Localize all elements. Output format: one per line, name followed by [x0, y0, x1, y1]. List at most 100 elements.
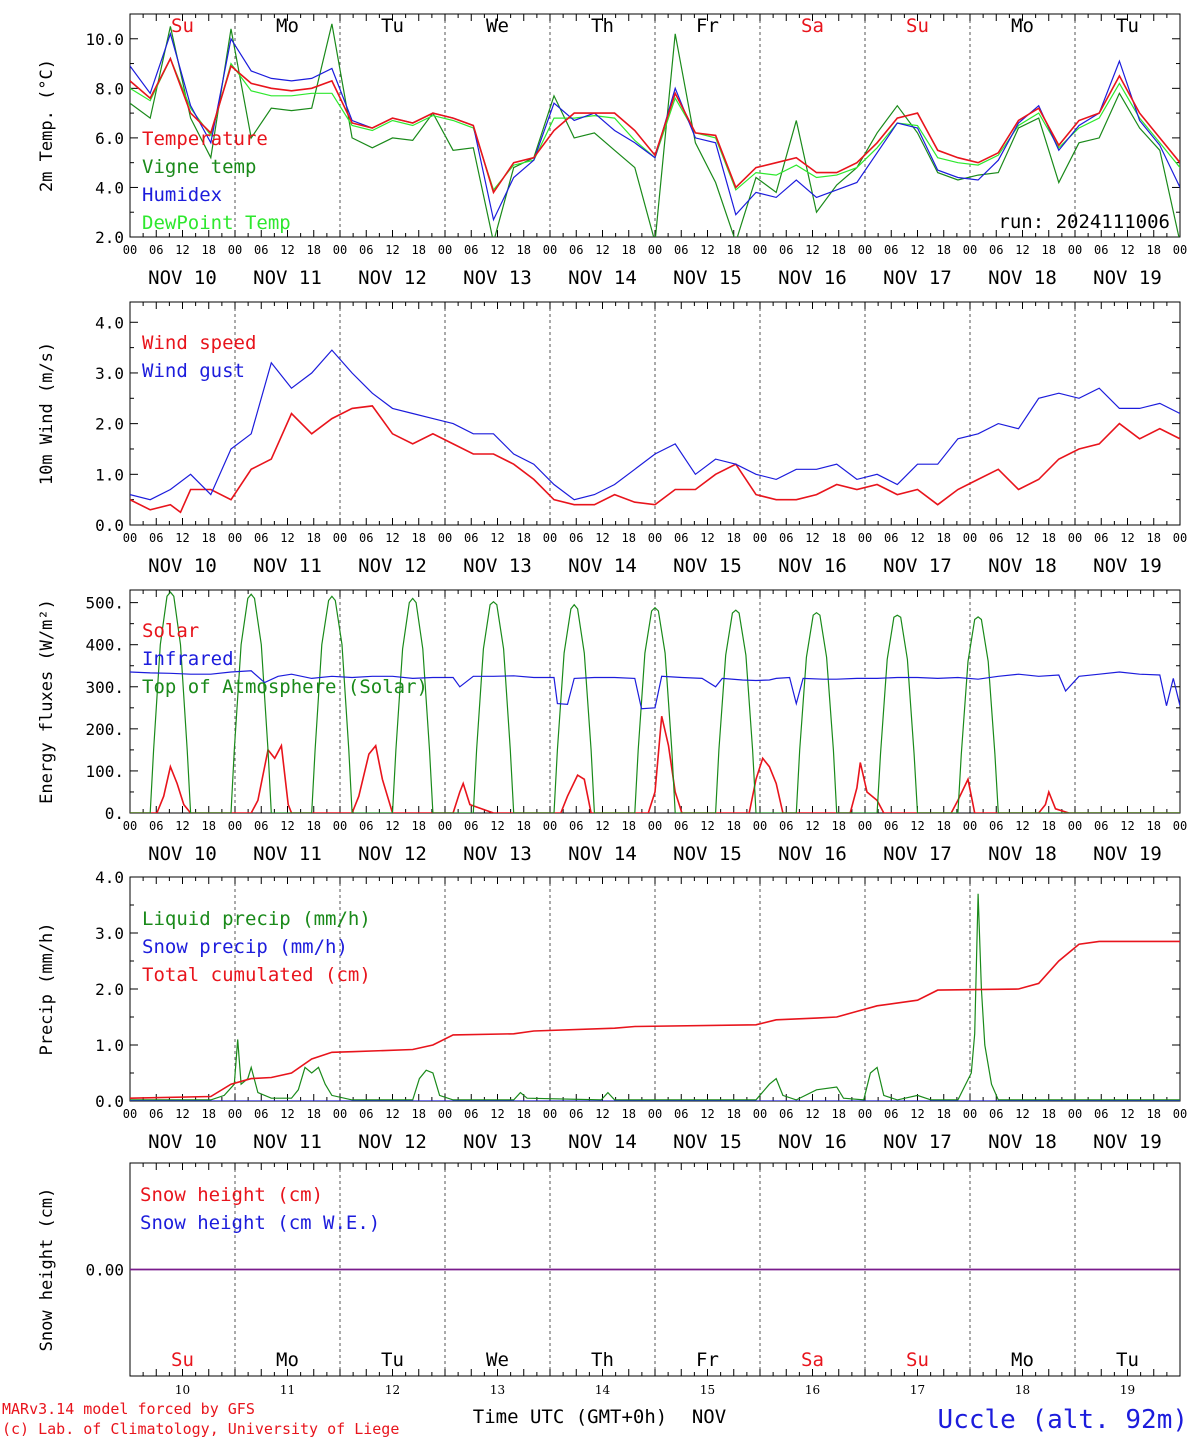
- hour-tick-label: 06: [884, 531, 898, 545]
- hour-tick-label: 18: [622, 1107, 636, 1121]
- hour-tick-label: 06: [149, 1107, 163, 1121]
- hour-tick-label: 06: [779, 1107, 793, 1121]
- series-line-temperature: [130, 56, 1180, 195]
- y-tick-label: 0.: [105, 804, 124, 823]
- hour-tick-label: 18: [202, 819, 216, 833]
- series-line-wind-speed: [130, 405, 1180, 514]
- hour-tick-label: 12: [1015, 819, 1029, 833]
- series-line-infrared: [130, 670, 1180, 710]
- hour-tick-label: 18: [307, 1107, 321, 1121]
- y-tick-label: 2.0: [95, 228, 124, 247]
- hour-tick-label: 18: [832, 531, 846, 545]
- date-label: NOV 11: [253, 555, 322, 577]
- weekday-label: Th: [591, 1349, 614, 1371]
- date-label: NOV 16: [778, 555, 847, 577]
- series-line-liquid-precip-mm-h-: [130, 893, 1180, 1101]
- hour-tick-label: 00: [333, 243, 347, 257]
- panel-1: 2.0 4.0 6.0 8.0 10.0 2m Temp. (°C) Temperature…: [37, 13, 1187, 289]
- hour-tick-label: 18: [1042, 1107, 1056, 1121]
- hour-tick-label: 12: [1015, 1107, 1029, 1121]
- hour-tick-label: 06: [1094, 243, 1108, 257]
- hour-tick-label: 12: [175, 531, 189, 545]
- date-label: NOV 10: [148, 267, 217, 289]
- hour-tick-label: 06: [464, 243, 478, 257]
- day-number-label: 11: [280, 1383, 295, 1397]
- hour-tick-label: 00: [438, 531, 452, 545]
- hour-tick-label: 18: [622, 819, 636, 833]
- weekday-label: Mo: [1011, 1349, 1034, 1371]
- hour-ticks: [129, 302, 1181, 525]
- hour-tick-label: 00: [1068, 243, 1082, 257]
- hour-tick-label: 18: [1147, 243, 1161, 257]
- legend-entry: Humidex: [142, 184, 222, 206]
- date-label: NOV 15: [673, 555, 742, 577]
- day-number-label: 16: [805, 1383, 820, 1397]
- hour-tick-label: 00: [543, 243, 557, 257]
- hour-tick-label: 00: [858, 243, 872, 257]
- hour-tick-label: 06: [569, 243, 583, 257]
- date-label: NOV 16: [778, 843, 847, 865]
- date-label: NOV 15: [673, 1131, 742, 1153]
- hour-ticks: [129, 14, 1181, 237]
- panel-5: 0.00 Snow height (cm) Snow height (cm) Snow…: [37, 1162, 1181, 1397]
- legend-entry: Wind gust: [142, 360, 245, 382]
- y-tick-label: 4.0: [95, 178, 124, 197]
- hour-tick-label: 00: [228, 1107, 242, 1121]
- hour-tick-label: 00: [438, 1107, 452, 1121]
- hour-tick-label: 18: [1147, 819, 1161, 833]
- hour-tick-label: 12: [385, 1107, 399, 1121]
- weekday-label: Su: [171, 1349, 194, 1371]
- date-label: NOV 19: [1093, 555, 1162, 577]
- y-tick-label: 4.0: [95, 868, 124, 887]
- hour-tick-label: 00: [123, 1107, 137, 1121]
- hour-tick-label: 12: [1120, 531, 1134, 545]
- hour-tick-label: 00: [1173, 243, 1187, 257]
- hour-tick-label: 06: [464, 819, 478, 833]
- hour-tick-label: 18: [622, 243, 636, 257]
- series-line-top-of-atmosphere-solar-: [130, 591, 1180, 813]
- day-number-label: 19: [1120, 1383, 1135, 1397]
- series-line-vigne-temp: [130, 23, 1180, 237]
- hour-tick-label: 00: [333, 531, 347, 545]
- hour-tick-label: 00: [753, 1107, 767, 1121]
- date-label: NOV 16: [778, 1131, 847, 1153]
- date-label: NOV 18: [988, 1131, 1057, 1153]
- hour-tick-label: 06: [359, 819, 373, 833]
- weekday-label: Su: [906, 1349, 929, 1371]
- hour-tick-label: 12: [1015, 243, 1029, 257]
- hour-tick-label: 12: [700, 243, 714, 257]
- date-label: NOV 17: [883, 1131, 952, 1153]
- hour-tick-label: 00: [543, 531, 557, 545]
- credit-line: MARv3.14 model forced by GFS: [2, 1400, 255, 1418]
- x-axis-title: Time UTC (GMT+0h): [473, 1406, 667, 1428]
- hour-tick-label: 12: [595, 1107, 609, 1121]
- hour-tick-label: 12: [175, 243, 189, 257]
- hour-tick-label: 18: [517, 243, 531, 257]
- hour-tick-label: 12: [280, 243, 294, 257]
- hour-tick-label: 06: [779, 243, 793, 257]
- hour-tick-label: 00: [963, 531, 977, 545]
- hour-tick-label: 00: [648, 243, 662, 257]
- date-label: NOV 12: [358, 843, 427, 865]
- hour-tick-label: 00: [228, 531, 242, 545]
- credit-line: (c) Lab. of Climatology, University of L…: [2, 1420, 399, 1438]
- date-label: NOV 14: [568, 555, 637, 577]
- hour-tick-label: 06: [359, 1107, 373, 1121]
- date-label: NOV 10: [148, 843, 217, 865]
- y-tick-label: 400.: [85, 636, 124, 655]
- hour-tick-label: 00: [543, 1107, 557, 1121]
- hour-tick-label: 18: [1042, 531, 1056, 545]
- hour-tick-label: 18: [937, 243, 951, 257]
- hour-tick-label: 00: [438, 243, 452, 257]
- date-label: NOV 17: [883, 843, 952, 865]
- date-label: NOV 19: [1093, 843, 1162, 865]
- date-label: NOV 15: [673, 843, 742, 865]
- hour-tick-label: 12: [1120, 819, 1134, 833]
- hour-tick-label: 06: [779, 531, 793, 545]
- hour-ticks: [129, 590, 1181, 813]
- hour-tick-label: 12: [280, 819, 294, 833]
- hour-tick-label: 18: [412, 1107, 426, 1121]
- hour-tick-label: 12: [490, 819, 504, 833]
- series-line-total-cumulated-cm-: [130, 940, 1180, 1099]
- hour-tick-label: 12: [1120, 1107, 1134, 1121]
